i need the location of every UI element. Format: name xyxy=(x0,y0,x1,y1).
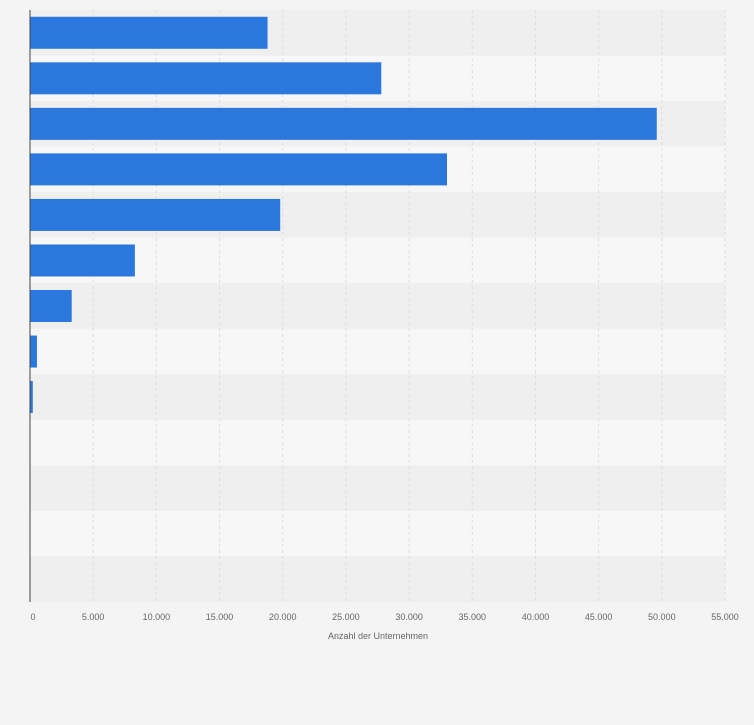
x-tick-label: 5.000 xyxy=(82,612,105,622)
x-tick-label: 50.000 xyxy=(648,612,676,622)
row-bands xyxy=(30,10,725,602)
row-band xyxy=(30,510,725,557)
bar[interactable] xyxy=(30,290,72,322)
x-tick-label: 55.000 xyxy=(711,612,739,622)
bar[interactable] xyxy=(30,335,37,368)
row-band xyxy=(30,283,725,329)
row-band xyxy=(30,419,725,466)
row-band xyxy=(30,556,725,602)
bar[interactable] xyxy=(30,198,281,231)
bar[interactable] xyxy=(30,107,657,140)
x-tick-label: 25.000 xyxy=(332,612,360,622)
bar[interactable] xyxy=(30,153,447,186)
x-tick-label: 35.000 xyxy=(459,612,487,622)
x-axis-label: Anzahl der Unternehmen xyxy=(328,631,428,641)
row-band xyxy=(30,237,725,284)
bars xyxy=(30,16,657,414)
x-tick-label: 15.000 xyxy=(206,612,234,622)
x-tick-labels: 0 5.000 10.000 15.000 20.000 25.000 30.000 35.0… xyxy=(30,612,738,622)
x-tick-label: 20.000 xyxy=(269,612,297,622)
x-tick-label: 0 xyxy=(30,612,35,622)
x-tick-label: 10.000 xyxy=(143,612,171,622)
x-tick-label: 30.000 xyxy=(395,612,423,622)
x-tick-label: 45.000 xyxy=(585,612,613,622)
row-band xyxy=(30,374,725,420)
bar[interactable] xyxy=(30,244,135,277)
bar[interactable] xyxy=(30,62,382,95)
x-tick-label: 40.000 xyxy=(522,612,550,622)
bar[interactable] xyxy=(30,16,268,49)
row-band xyxy=(30,465,725,511)
bar[interactable] xyxy=(30,381,33,414)
row-band xyxy=(30,328,725,375)
